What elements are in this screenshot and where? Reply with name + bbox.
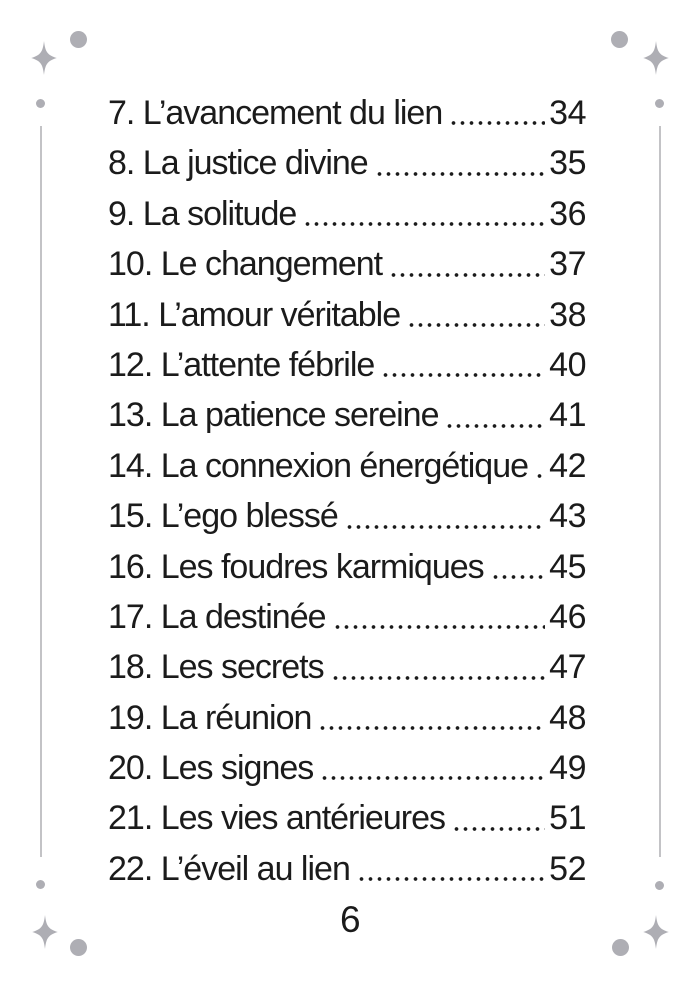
toc-entry: 14. La connexion énergétique 42: [108, 441, 586, 491]
toc-entry-title: 18. Les secrets: [108, 648, 325, 687]
dot-leader: [330, 675, 546, 680]
toc-entry: 10. Le changement 37: [108, 239, 586, 289]
vertical-rule: [659, 126, 661, 857]
toc-entry-title: 13. La patience sereine: [108, 396, 439, 435]
toc-entry-title: 16. Les foudres karmiques: [108, 547, 485, 586]
toc-entry-title: 20. Les signes: [108, 749, 314, 788]
toc-entry: 20. Les signes 49: [108, 743, 586, 793]
toc-entry-title: 15. L’ego blessé: [108, 497, 339, 536]
dot-ornament: [36, 99, 45, 108]
dot-ornament: [611, 31, 628, 48]
dot-ornament: [655, 99, 664, 108]
toc-entry-page: 41: [549, 396, 586, 435]
dot-leader: [451, 826, 546, 831]
dot-leader: [356, 877, 546, 882]
toc-entry-title: 10. Le changement: [108, 245, 383, 284]
dot-leader: [535, 474, 546, 479]
toc-entry: 15. L’ego blessé 43: [108, 491, 586, 541]
dot-ornament: [36, 880, 45, 889]
toc-entry: 11. L’amour véritable 38: [108, 290, 586, 340]
dot-leader: [320, 776, 546, 781]
toc-entry-title: 14. La connexion énergétique: [108, 446, 529, 485]
dot-ornament: [70, 31, 87, 48]
toc-entry-page: 38: [549, 295, 586, 334]
toc-entry-title: 19. La réunion: [108, 698, 312, 737]
dot-leader: [303, 222, 546, 227]
toc-entry-title: 21. Les vies antérieures: [108, 799, 446, 838]
toc-entry-page: 35: [549, 144, 586, 183]
dot-leader: [381, 373, 546, 378]
dot-ornament: [70, 939, 87, 956]
toc-entry: 7. L’avancement du lien 34: [108, 88, 586, 138]
toc-list: 7. L’avancement du lien 34 8. La justice d…: [108, 88, 586, 894]
toc-entry: 19. La réunion 48: [108, 693, 586, 743]
toc-entry-title: 17. La destinée: [108, 597, 327, 636]
dot-leader: [344, 524, 546, 529]
toc-entry-title: 8. La justice divine: [108, 144, 369, 183]
toc-entry-page: 42: [549, 446, 586, 485]
toc-entry-page: 34: [549, 94, 586, 132]
toc-entry: 17. La destinée 46: [108, 592, 586, 642]
dot-leader: [318, 726, 546, 731]
toc-entry: 9. La solitude 36: [108, 189, 586, 239]
dot-leader: [332, 625, 546, 630]
toc-entry-title: 9. La solitude: [108, 194, 297, 233]
dot-leader: [449, 121, 546, 126]
toc-entry-title: 11. L’amour véritable: [108, 295, 401, 334]
toc-entry-page: 36: [549, 194, 586, 233]
dot-leader: [407, 322, 546, 327]
dot-leader: [389, 272, 546, 277]
page-number: 6: [339, 899, 361, 940]
toc-entry-page: 37: [549, 245, 586, 284]
toc-entry-page: 51: [549, 799, 586, 838]
dot-leader: [490, 574, 546, 579]
toc-entry: 22. L’éveil au lien 52: [108, 844, 586, 894]
vertical-rule: [40, 126, 42, 857]
dot-ornament: [612, 939, 629, 956]
toc-entry-title: 22. L’éveil au lien: [108, 849, 351, 888]
sparkle-icon: [32, 915, 58, 949]
toc-entry-page: 47: [549, 648, 586, 687]
toc-entry: 8. La justice divine 35: [108, 138, 586, 188]
toc-entry: 13. La patience sereine 41: [108, 390, 586, 440]
toc-entry-page: 45: [549, 547, 586, 586]
toc-entry: 12. L’attente fébrile 40: [108, 340, 586, 390]
toc-entry: 21. Les vies antérieures 51: [108, 793, 586, 843]
dot-leader: [374, 171, 546, 176]
toc-entry-page: 48: [549, 698, 586, 737]
dot-ornament: [655, 881, 664, 890]
toc-entry-title: 12. L’attente fébrile: [108, 345, 375, 384]
dot-leader: [445, 423, 546, 428]
toc-entry: 18. Les secrets 47: [108, 642, 586, 692]
sparkle-icon: [643, 915, 669, 949]
toc-entry-page: 49: [549, 749, 586, 788]
toc-entry-title: 7. L’avancement du lien: [108, 94, 443, 132]
toc-entry-page: 43: [549, 497, 586, 536]
toc-entry-page: 52: [549, 849, 586, 888]
toc-entry-page: 46: [549, 597, 586, 636]
sparkle-icon: [643, 41, 669, 75]
sparkle-icon: [31, 41, 57, 75]
toc-entry: 16. Les foudres karmiques 45: [108, 542, 586, 592]
toc-entry-page: 40: [549, 345, 586, 384]
